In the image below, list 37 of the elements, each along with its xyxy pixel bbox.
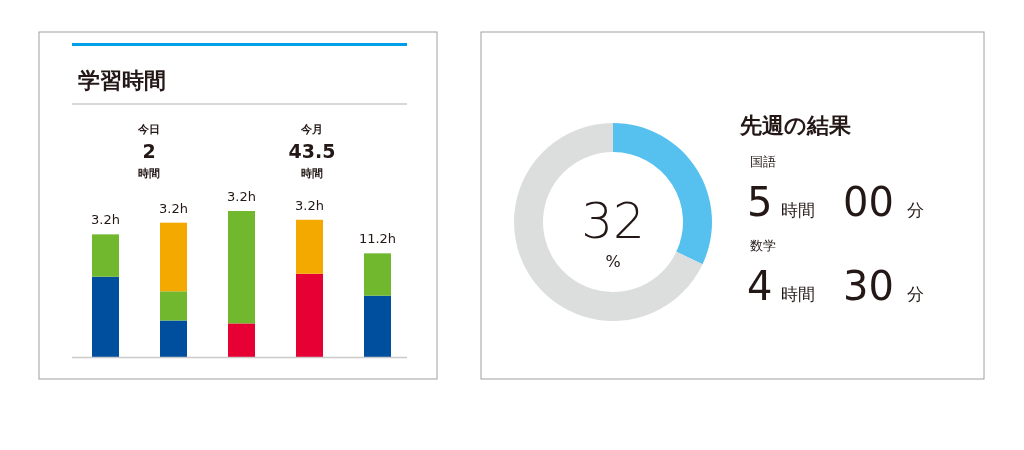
text: 今月 — [300, 123, 323, 136]
text: 00 — [843, 179, 894, 225]
annotation: 3.2h — [91, 212, 120, 228]
text: 43.5 — [288, 140, 336, 162]
bar — [92, 276, 119, 357]
text: 先週の結果 — [739, 113, 852, 138]
annotation: 3.2h — [159, 200, 188, 216]
text: 分 — [907, 200, 924, 220]
text: 時間 — [138, 167, 160, 180]
bar — [160, 222, 187, 292]
donut-slice — [514, 123, 703, 321]
chart-title: 学習時間 — [78, 68, 166, 93]
text: 5 — [747, 179, 773, 225]
bar — [228, 323, 255, 357]
bar — [160, 320, 187, 357]
bar — [228, 211, 255, 324]
bar — [92, 234, 119, 277]
annotation: 11.2h — [358, 231, 397, 247]
text: 数学 — [750, 238, 776, 253]
text: 時間 — [781, 284, 815, 304]
annotation: 3.2h — [295, 197, 324, 213]
text: 今日 — [137, 123, 160, 136]
bar — [364, 295, 391, 357]
text: 時間 — [781, 200, 815, 220]
bar — [296, 219, 323, 274]
data-label: 32 — [581, 192, 645, 250]
text: 分 — [907, 284, 924, 304]
bar — [160, 291, 187, 321]
text: % — [605, 252, 621, 271]
text: 2 — [142, 140, 156, 162]
text: 国語 — [750, 154, 776, 169]
text: 時間 — [301, 167, 323, 180]
text: 4 — [747, 263, 773, 309]
bar — [296, 273, 323, 357]
text: 3.2h — [227, 189, 256, 204]
text: 30 — [843, 263, 894, 309]
bar — [364, 253, 391, 296]
